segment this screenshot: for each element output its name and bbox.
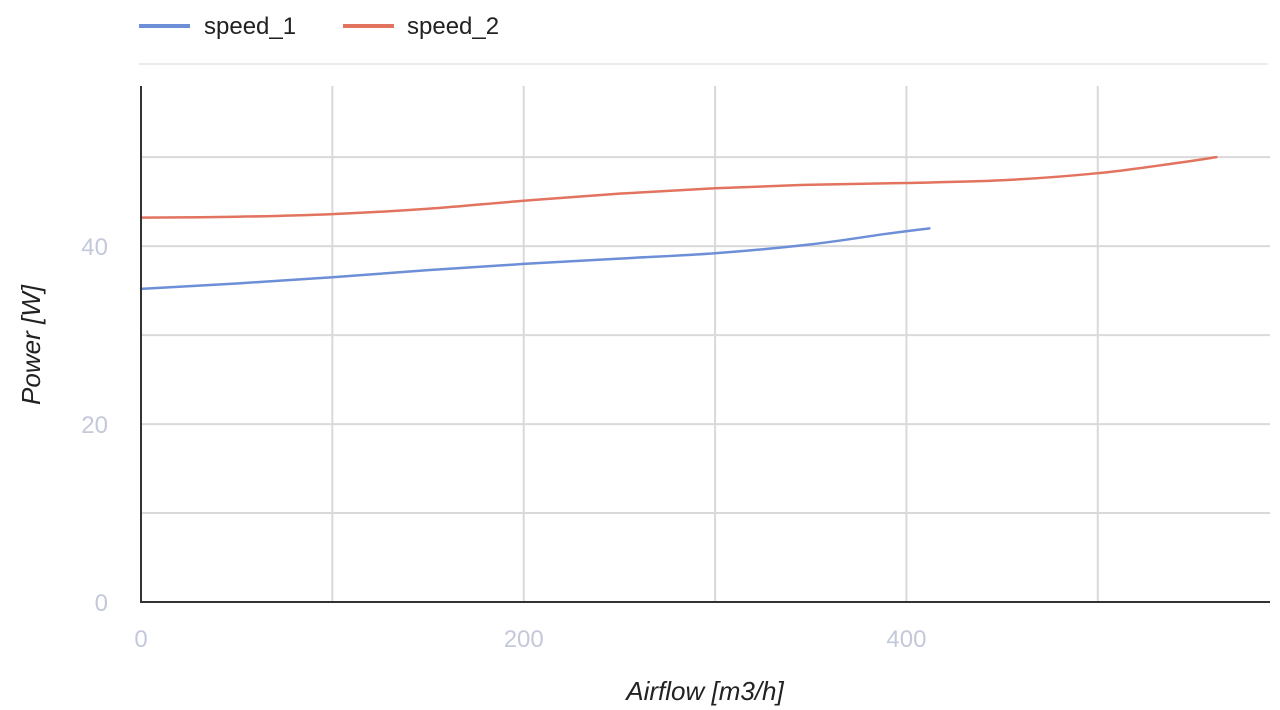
x-tick-label: 200	[504, 626, 544, 653]
gridlines	[141, 86, 1270, 602]
y-tick-label: 0	[95, 590, 108, 617]
x-axis-title: Airflow [m3/h]	[624, 676, 784, 706]
series-line-speed-1	[139, 227, 931, 291]
series-lines	[139, 155, 1218, 291]
series-line-speed-2	[139, 155, 1218, 219]
legend: speed_1 speed_2	[139, 13, 499, 40]
x-tick-label: 400	[886, 626, 926, 653]
y-axis-title: Power [W]	[16, 284, 46, 405]
legend-label-speed-1: speed_1	[204, 13, 296, 40]
axes	[140, 86, 1270, 603]
x-tick-label: 0	[134, 626, 147, 653]
legend-label-speed-2: speed_2	[407, 13, 499, 40]
tick-labels: 0 200 400 0 20 40	[81, 234, 926, 653]
y-tick-label: 40	[81, 234, 108, 261]
y-tick-label: 20	[81, 412, 108, 439]
